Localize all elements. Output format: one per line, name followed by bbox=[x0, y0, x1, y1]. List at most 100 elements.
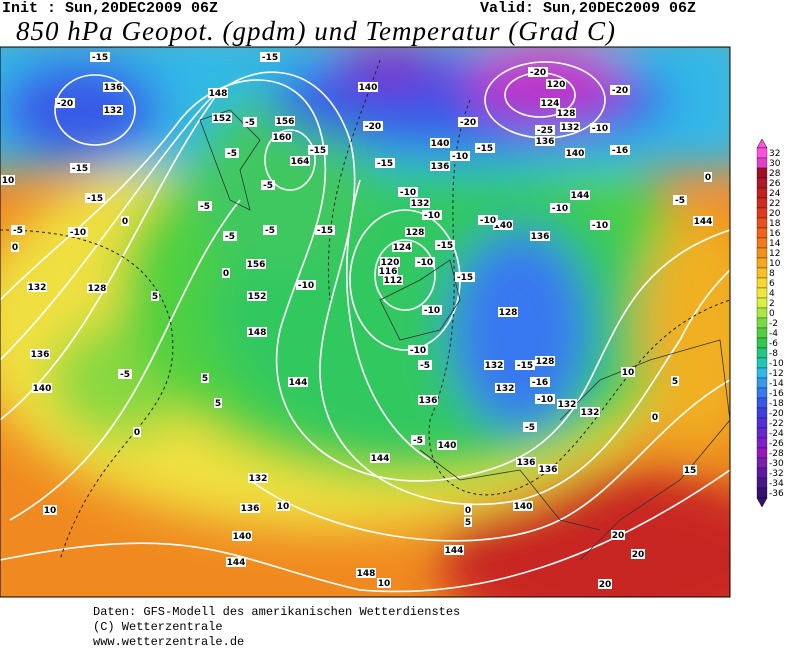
colorbar-box bbox=[756, 487, 768, 499]
contour-label: 140 bbox=[566, 149, 585, 159]
contour-label: 0 bbox=[134, 428, 140, 438]
contour-label: 156 bbox=[247, 260, 266, 270]
contour-label-box bbox=[212, 113, 232, 123]
colorbar-label: -4 bbox=[769, 329, 778, 339]
contour-label: 120 bbox=[547, 80, 566, 90]
colorbar-label: 22 bbox=[769, 199, 780, 209]
contour-label-box bbox=[226, 557, 246, 567]
colorbar-label: 2 bbox=[769, 299, 775, 309]
contour-label: -10 bbox=[400, 188, 416, 198]
contour-label: 132 bbox=[411, 199, 430, 209]
contour-label: -25 bbox=[537, 126, 553, 136]
contour-label-box bbox=[240, 503, 260, 513]
contour-label: 148 bbox=[357, 569, 376, 579]
contour-label: 148 bbox=[248, 328, 267, 338]
contour-label-box bbox=[535, 394, 555, 404]
contour-label: 136 bbox=[241, 504, 260, 514]
contour-label-box bbox=[103, 105, 123, 115]
colorbar-box bbox=[756, 457, 768, 469]
colorbar-label: 30 bbox=[769, 159, 781, 169]
contour-label-box bbox=[683, 465, 697, 475]
contour-label: -10 bbox=[70, 228, 86, 238]
contour-label-box bbox=[550, 203, 570, 213]
contour-label: -20 bbox=[57, 99, 73, 109]
colorbar-label: 26 bbox=[769, 179, 781, 189]
contour-label: -10 bbox=[537, 395, 553, 405]
contour-label-box bbox=[121, 216, 129, 226]
contour-label-box bbox=[243, 117, 257, 127]
contour-label-box bbox=[272, 132, 292, 142]
contour-label: -5 bbox=[245, 118, 255, 128]
colorbar-label: 16 bbox=[769, 229, 781, 239]
contour-label: 0 bbox=[223, 269, 229, 279]
colorbar-box bbox=[756, 437, 768, 449]
contour-label-box bbox=[560, 122, 580, 132]
contour-label: -15 bbox=[517, 361, 533, 371]
colorbar-label: -2 bbox=[769, 319, 778, 329]
contour-label: 140 bbox=[494, 221, 513, 231]
contour-label: 10 bbox=[277, 502, 290, 512]
contour-label: -5 bbox=[420, 361, 430, 371]
contour-label-box bbox=[356, 568, 376, 578]
colorbar-label: 8 bbox=[769, 269, 775, 279]
contour-label: -10 bbox=[592, 124, 608, 134]
contour-label-box bbox=[11, 242, 19, 252]
contour-label-box bbox=[308, 145, 328, 155]
contour-label: -5 bbox=[265, 226, 275, 236]
contour-label: 136 bbox=[431, 162, 450, 172]
colorbar-arrow-bottom bbox=[756, 497, 768, 508]
contour-label: 152 bbox=[213, 114, 232, 124]
coastlines bbox=[199, 109, 730, 561]
contour-label-box bbox=[704, 172, 712, 182]
colorbar-label: -10 bbox=[769, 359, 784, 369]
contour-label: 128 bbox=[557, 109, 576, 119]
colorbar-box bbox=[756, 337, 768, 349]
contour-label: -5 bbox=[13, 226, 23, 236]
contour-label: 140 bbox=[33, 384, 52, 394]
contour-label: -10 bbox=[452, 152, 468, 162]
contour-label-box bbox=[398, 187, 418, 197]
contour-label-box bbox=[248, 473, 268, 483]
contour-label: -16 bbox=[612, 146, 628, 156]
contour-label-box bbox=[535, 136, 555, 146]
colorbar-box bbox=[756, 377, 768, 389]
footer-line: www.wetterzentrale.de bbox=[93, 635, 244, 648]
colorbar-box bbox=[756, 327, 768, 339]
contour-label: 10 bbox=[2, 176, 15, 186]
contour-label-box bbox=[610, 145, 630, 155]
contour-label: -15 bbox=[87, 194, 103, 204]
contour-label-box bbox=[516, 457, 536, 467]
footer-line: (C) Wetterzentrale bbox=[93, 620, 223, 634]
colorbar-box bbox=[756, 267, 768, 279]
contour-label-box bbox=[410, 198, 430, 208]
contour-label-box bbox=[1, 175, 15, 185]
colorbar-label: 14 bbox=[769, 239, 781, 249]
contour-label: 10 bbox=[44, 506, 57, 516]
contour-label: 5 bbox=[152, 292, 158, 302]
contour-label: -5 bbox=[200, 202, 210, 212]
contour-label-box bbox=[27, 282, 47, 292]
colorbar-box bbox=[756, 447, 768, 459]
contour-label-box bbox=[570, 190, 590, 200]
contour-label-box bbox=[315, 225, 335, 235]
colorbar-box bbox=[756, 357, 768, 369]
contour-label: -20 bbox=[365, 122, 381, 132]
contour-label-box bbox=[246, 259, 266, 269]
contour-label-box bbox=[363, 121, 383, 131]
colorbar-box bbox=[756, 287, 768, 299]
contour-label: 144 bbox=[445, 546, 464, 556]
contour-label-box bbox=[30, 349, 50, 359]
contour-label-box bbox=[515, 360, 535, 370]
contour-label-box bbox=[85, 193, 105, 203]
contour-label-box bbox=[458, 117, 478, 127]
contour-label: -10 bbox=[424, 306, 440, 316]
contour-label-box bbox=[118, 369, 132, 379]
contour-label-box bbox=[478, 215, 498, 225]
contour-label: 136 bbox=[104, 83, 123, 93]
colorbar-box bbox=[756, 417, 768, 429]
contour-label-box bbox=[430, 161, 450, 171]
colorbar-label: 20 bbox=[769, 209, 781, 219]
contour-label: -15 bbox=[317, 226, 333, 236]
colorbar-box bbox=[756, 167, 768, 179]
contour-label-box bbox=[546, 79, 566, 89]
